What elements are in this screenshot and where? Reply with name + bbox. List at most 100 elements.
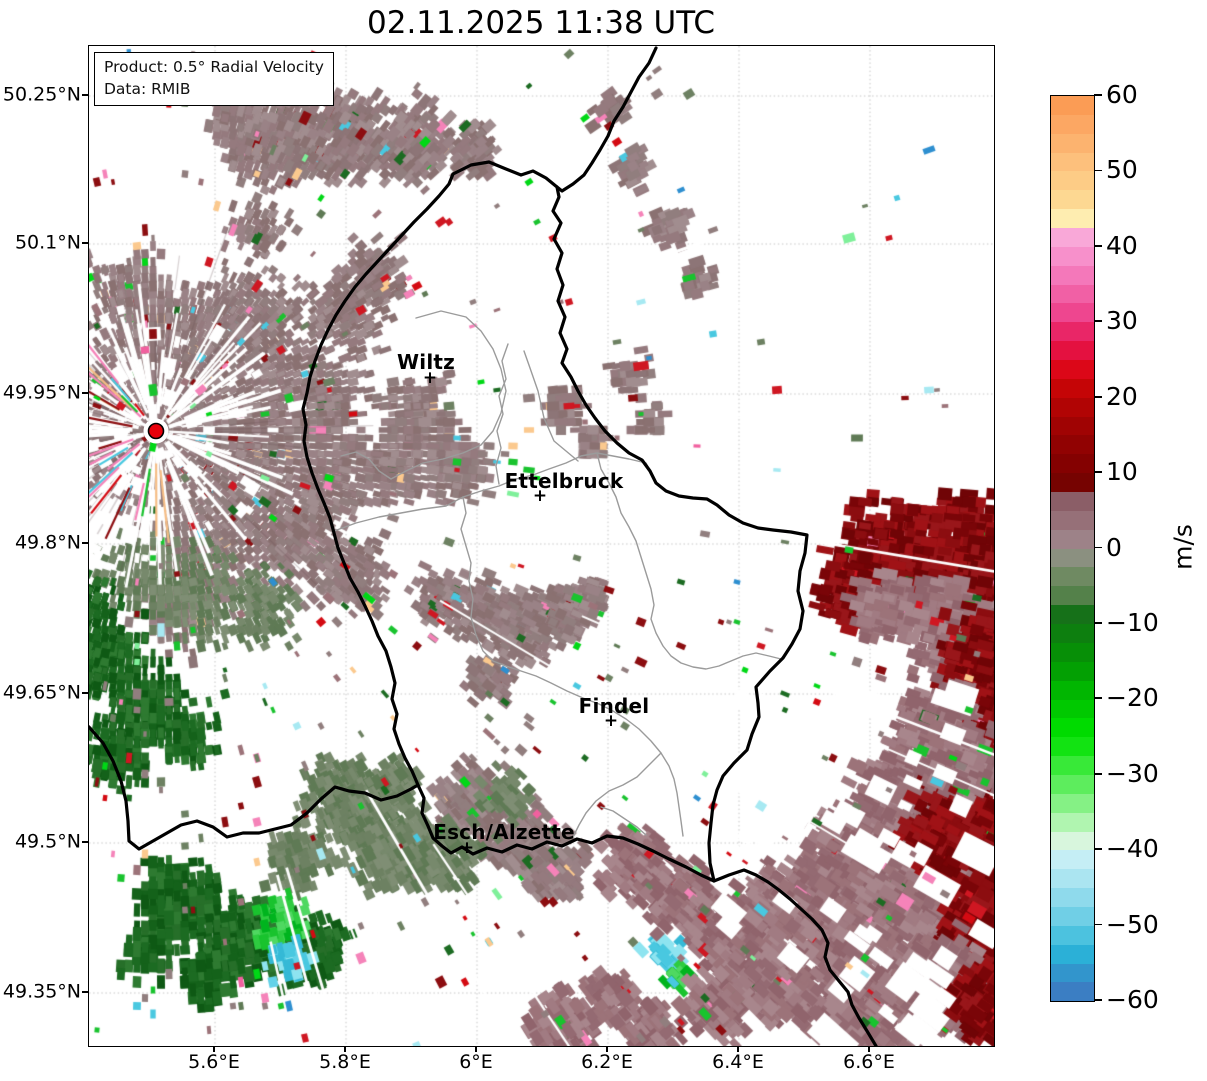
colorbar-tick-mark [1094, 94, 1102, 96]
product-line: Product: 0.5° Radial Velocity [104, 58, 324, 76]
colorbar-band [1051, 793, 1094, 813]
colorbar-band [1051, 963, 1094, 983]
x-tick-mark [213, 1046, 215, 1052]
colorbar-tick-mark [1094, 244, 1102, 247]
x-tick-label: 6°E [459, 1051, 493, 1073]
colorbar-band [1051, 567, 1094, 587]
colorbar-band [1051, 378, 1094, 398]
colorbar-tick-label: −10 [1106, 607, 1159, 637]
country-border-line [301, 160, 809, 883]
colorbar-band [1051, 718, 1094, 738]
colorbar-band [1051, 756, 1094, 775]
colorbar-band [1051, 982, 1094, 1002]
colorbar-band [1051, 624, 1094, 643]
colorbar-band [1051, 906, 1094, 926]
colorbar-band [1051, 774, 1094, 794]
city-marker-esch-alzette: + [459, 837, 475, 858]
x-tick-label: 6.4°E [712, 1051, 764, 1073]
x-tick-label: 5.6°E [188, 1051, 240, 1073]
colorbar-tick-mark [1094, 999, 1102, 1001]
district-border-line [340, 310, 507, 480]
colorbar-band [1051, 737, 1094, 757]
colorbar-band [1051, 944, 1094, 964]
y-tick-mark [82, 94, 88, 96]
colorbar-band [1051, 605, 1094, 625]
colorbar-band [1051, 265, 1094, 285]
colorbar-tick-mark [1094, 395, 1102, 398]
colorbar-band [1051, 548, 1094, 568]
colorbar-band [1051, 492, 1094, 511]
colorbar-tick-label: 0 [1106, 532, 1122, 562]
colorbar-tick-mark [1094, 471, 1102, 473]
colorbar-tick-label: −30 [1106, 758, 1159, 788]
y-tick-mark [82, 392, 88, 394]
x-tick-mark [606, 1046, 608, 1052]
data-source-line: Data: RMIB [104, 80, 191, 98]
colorbar-band [1051, 209, 1094, 229]
colorbar-tick-label: 20 [1106, 381, 1138, 411]
colorbar-band [1051, 454, 1094, 474]
district-border-line [495, 343, 509, 485]
y-tick-label: 50.1°N [14, 231, 81, 254]
colorbar-band [1051, 152, 1094, 172]
colorbar-tick-label: 60 [1106, 79, 1138, 109]
district-border-line [333, 452, 651, 532]
colorbar-band [1051, 416, 1094, 436]
y-tick-label: 49.8°N [14, 531, 81, 554]
colorbar-band [1051, 661, 1094, 681]
y-tick-label: 49.65°N [2, 681, 81, 704]
colorbar-band [1051, 888, 1094, 907]
y-tick-mark [82, 692, 88, 694]
city-marker-ettelbruck: + [532, 485, 548, 506]
city-label-findel: Findel [578, 694, 650, 718]
colorbar-band [1051, 246, 1094, 266]
colorbar-unit-label: m/s [1168, 524, 1198, 570]
colorbar-band [1051, 190, 1094, 210]
x-tick-label: 6.6°E [843, 1051, 895, 1073]
colorbar-tick-label: −40 [1106, 834, 1159, 864]
x-tick-label: 6.2°E [581, 1051, 633, 1073]
colorbar-band [1051, 341, 1094, 361]
district-border-line [460, 496, 684, 837]
borders-svg [89, 46, 878, 1046]
y-tick-mark [82, 991, 88, 993]
colorbar-band [1051, 397, 1094, 417]
district-border-line [572, 752, 662, 838]
colorbar-band [1051, 171, 1094, 191]
country-border-line [89, 725, 420, 851]
y-tick-label: 49.35°N [2, 980, 81, 1003]
colorbar-band [1051, 322, 1094, 342]
colorbar-tick-label: 40 [1106, 230, 1138, 260]
colorbar-tick-mark [1094, 169, 1102, 172]
colorbar-band [1051, 360, 1094, 379]
colorbar-band [1051, 925, 1094, 945]
city-marker-wiltz: + [422, 367, 438, 388]
colorbar-band [1051, 133, 1094, 153]
country-border-line [555, 46, 658, 193]
colorbar-band [1051, 435, 1094, 455]
colorbar-band [1051, 831, 1094, 851]
district-border-line [596, 452, 793, 670]
colorbar-tick-mark [1094, 546, 1102, 549]
colorbar-band [1051, 850, 1094, 870]
colorbar-tick-mark [1094, 622, 1102, 624]
colorbar-band [1051, 303, 1094, 323]
colorbar-tick-mark [1094, 697, 1102, 700]
colorbar-band [1051, 642, 1094, 662]
x-tick-mark [344, 1046, 346, 1052]
city-label-wiltz: Wiltz [397, 350, 455, 374]
colorbar-band [1051, 699, 1094, 719]
y-tick-mark [82, 542, 88, 544]
colorbar-tick-label: 30 [1106, 306, 1138, 336]
city-label-ettelbruck: Ettelbruck [504, 469, 624, 493]
district-border-line [523, 350, 579, 462]
city-marker-findel: + [603, 710, 619, 731]
colorbar-band [1051, 96, 1094, 115]
radar-echo-canvas [89, 46, 994, 1046]
colorbar-band [1051, 114, 1094, 134]
y-tick-label: 50.25°N [2, 83, 81, 106]
y-tick-mark [82, 242, 88, 244]
colorbar-tick-label: 10 [1106, 456, 1138, 486]
colorbar-band [1051, 812, 1094, 832]
